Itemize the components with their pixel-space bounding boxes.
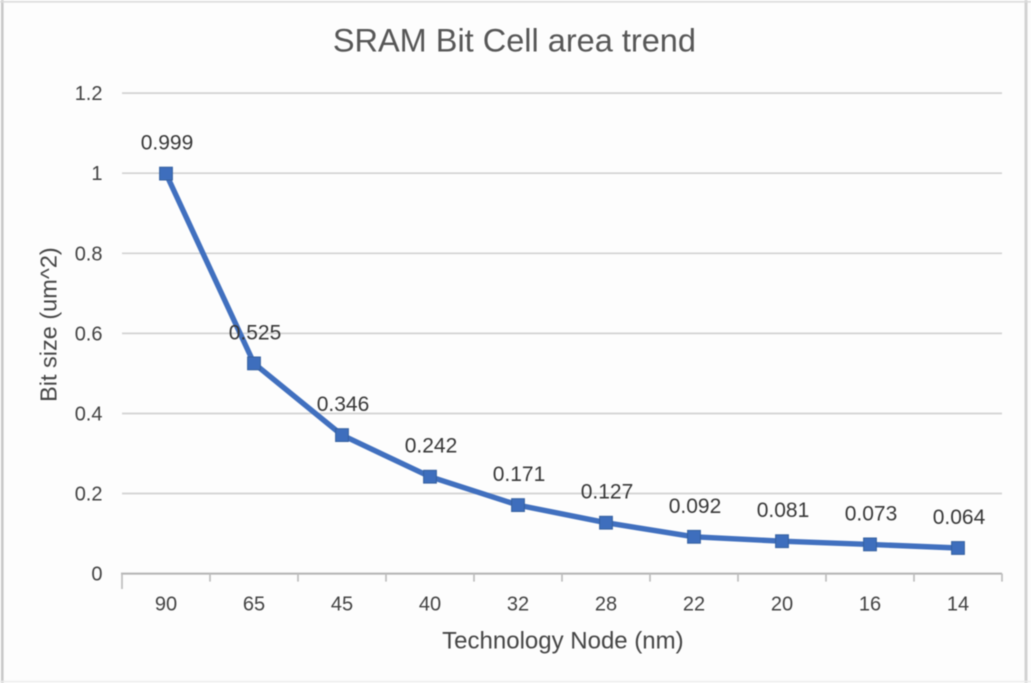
svg-text:45: 45 [331, 594, 353, 616]
svg-text:Bit size (um^2): Bit size (um^2) [36, 247, 62, 402]
svg-text:0.6: 0.6 [75, 323, 103, 345]
svg-text:0.8: 0.8 [75, 243, 103, 265]
svg-text:0.2: 0.2 [75, 484, 103, 506]
svg-text:Technology Node (nm): Technology Node (nm) [442, 628, 683, 655]
svg-text:1: 1 [91, 163, 102, 185]
svg-text:1.2: 1.2 [75, 83, 103, 105]
svg-text:0.4: 0.4 [75, 404, 103, 426]
svg-text:0.081: 0.081 [757, 499, 810, 522]
svg-text:0: 0 [91, 564, 102, 586]
svg-text:0.346: 0.346 [317, 393, 370, 416]
svg-text:16: 16 [859, 594, 881, 616]
svg-text:40: 40 [419, 594, 441, 616]
svg-text:90: 90 [155, 594, 177, 616]
svg-text:SRAM Bit Cell area trend: SRAM Bit Cell area trend [333, 23, 696, 59]
svg-text:0.127: 0.127 [581, 481, 634, 504]
svg-text:32: 32 [507, 594, 529, 616]
svg-text:0.064: 0.064 [933, 506, 986, 529]
svg-text:20: 20 [771, 594, 793, 616]
svg-text:65: 65 [243, 594, 265, 616]
svg-text:0.092: 0.092 [669, 495, 722, 518]
svg-text:0.999: 0.999 [141, 132, 194, 155]
svg-text:0.242: 0.242 [405, 435, 458, 458]
svg-text:0.073: 0.073 [845, 502, 898, 525]
svg-text:14: 14 [947, 594, 969, 616]
svg-text:0.525: 0.525 [229, 321, 282, 344]
svg-text:28: 28 [595, 594, 617, 616]
svg-text:0.171: 0.171 [493, 463, 546, 486]
svg-text:22: 22 [683, 594, 705, 616]
